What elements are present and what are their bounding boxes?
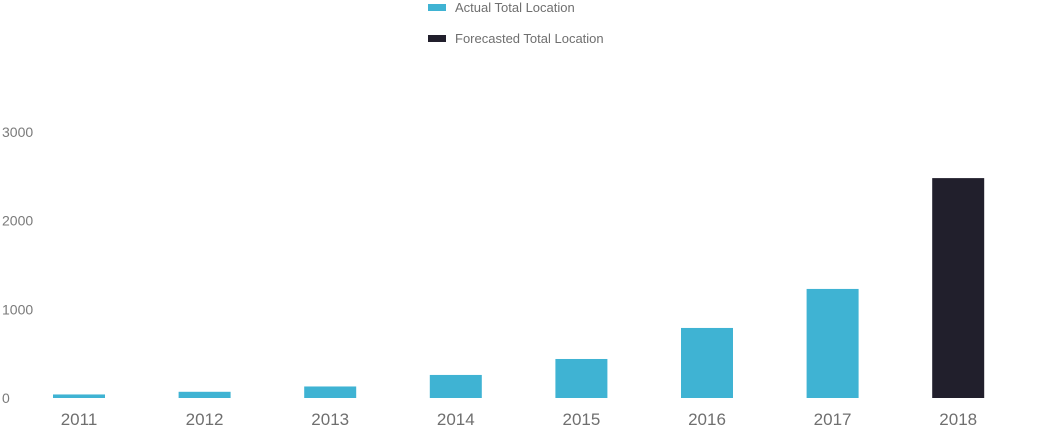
x-tick-label: 2013 [311,410,349,429]
y-axis: 0 1000 2000 3000 [2,124,33,406]
bar-actual [681,327,733,398]
x-tick-label: 2014 [437,410,475,429]
x-axis: 2011 2012 2013 2014 2015 2016 2017 2018 [61,410,977,429]
bar-actual [429,374,482,398]
bar-actual [555,358,608,398]
y-tick-label: 2000 [2,213,33,229]
bars [53,178,985,398]
legend-swatch-actual [428,4,446,11]
x-tick-label: 2018 [939,410,977,429]
bar-actual [304,386,357,398]
x-tick-label: 2016 [688,410,726,429]
legend-label-forecasted: Forecasted Total Location [455,31,604,46]
x-tick-label: 2012 [186,410,224,429]
legend-label-actual: Actual Total Location [455,0,575,15]
x-tick-label: 2017 [814,410,852,429]
y-tick-label: 0 [2,390,10,406]
bar-forecasted [932,178,985,398]
bar-actual [178,391,231,398]
x-tick-label: 2015 [562,410,600,429]
y-tick-label: 1000 [2,301,33,317]
chart-legend: Actual Total Location Forecasted Total L… [428,0,604,46]
legend-swatch-forecasted [428,35,446,42]
bar-actual [53,394,105,398]
x-tick-label: 2011 [61,410,98,429]
bar-actual [806,288,859,398]
y-tick-label: 3000 [2,124,33,140]
